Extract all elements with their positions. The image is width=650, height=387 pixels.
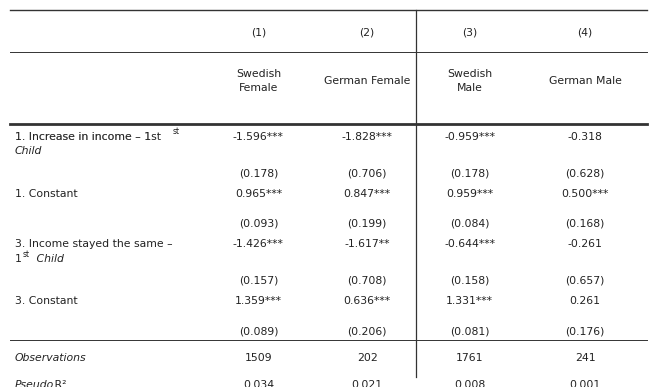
Text: -0.318: -0.318 — [567, 132, 603, 142]
Text: (0.157): (0.157) — [239, 276, 278, 286]
Text: German Female: German Female — [324, 76, 410, 86]
Text: (0.178): (0.178) — [239, 168, 278, 178]
Text: -1.828***: -1.828*** — [342, 132, 393, 142]
Text: (0.093): (0.093) — [239, 219, 278, 229]
Text: (0.158): (0.158) — [450, 276, 489, 286]
Text: (0.178): (0.178) — [450, 168, 489, 178]
Text: Child: Child — [33, 254, 64, 264]
Text: 1: 1 — [15, 254, 22, 264]
Text: R²: R² — [51, 380, 66, 387]
Text: 1. Increase in income – 1: 1. Increase in income – 1 — [15, 132, 162, 142]
Text: (4): (4) — [577, 28, 593, 38]
Text: st: st — [23, 250, 30, 259]
Text: 0.500***: 0.500*** — [562, 189, 608, 199]
Text: 1. Constant: 1. Constant — [15, 189, 77, 199]
Text: -1.426***: -1.426*** — [233, 239, 284, 249]
Text: Pseudo: Pseudo — [15, 380, 54, 387]
Text: (0.206): (0.206) — [348, 326, 387, 336]
Text: (0.168): (0.168) — [566, 219, 604, 229]
Text: German Male: German Male — [549, 76, 621, 86]
Text: 1509: 1509 — [244, 353, 272, 363]
Text: Child: Child — [15, 146, 42, 156]
Text: -1.596***: -1.596*** — [233, 132, 284, 142]
Text: 0.847***: 0.847*** — [344, 189, 391, 199]
Text: -1.617**: -1.617** — [344, 239, 390, 249]
Text: 0.959***: 0.959*** — [446, 189, 493, 199]
Text: st: st — [173, 127, 180, 137]
Text: 1761: 1761 — [456, 353, 484, 363]
Text: (0.628): (0.628) — [566, 168, 604, 178]
Text: 0.636***: 0.636*** — [344, 296, 391, 307]
Text: 1. Increase in income – 1: 1. Increase in income – 1 — [15, 132, 151, 142]
Text: 0.008: 0.008 — [454, 380, 486, 387]
Text: 1. Increase in income – 1st: 1. Increase in income – 1st — [15, 132, 161, 142]
Text: -0.261: -0.261 — [567, 239, 603, 249]
Text: (0.708): (0.708) — [348, 276, 387, 286]
Text: 1.331***: 1.331*** — [446, 296, 493, 307]
Text: (0.176): (0.176) — [566, 326, 604, 336]
Text: 0.001: 0.001 — [569, 380, 601, 387]
Text: 3. Income stayed the same –: 3. Income stayed the same – — [15, 239, 172, 249]
Text: 0.034: 0.034 — [243, 380, 274, 387]
Text: (1): (1) — [251, 28, 266, 38]
Text: 3. Constant: 3. Constant — [15, 296, 77, 307]
Text: 202: 202 — [357, 353, 378, 363]
Text: (0.706): (0.706) — [348, 168, 387, 178]
Text: 0.021: 0.021 — [352, 380, 383, 387]
Text: (0.081): (0.081) — [450, 326, 489, 336]
Text: Swedish
Male: Swedish Male — [447, 69, 492, 93]
Text: 0.965***: 0.965*** — [235, 189, 282, 199]
Text: 1.359***: 1.359*** — [235, 296, 282, 307]
Text: Swedish
Female: Swedish Female — [236, 69, 281, 93]
Text: Observations: Observations — [15, 353, 86, 363]
Text: (0.089): (0.089) — [239, 326, 278, 336]
Text: (2): (2) — [359, 28, 375, 38]
Text: (0.199): (0.199) — [348, 219, 387, 229]
Text: 0.261: 0.261 — [569, 296, 601, 307]
Text: (0.657): (0.657) — [566, 276, 604, 286]
Text: -0.959***: -0.959*** — [444, 132, 495, 142]
Text: (3): (3) — [462, 28, 477, 38]
Text: 241: 241 — [575, 353, 595, 363]
Text: -0.644***: -0.644*** — [444, 239, 495, 249]
Text: (0.084): (0.084) — [450, 219, 489, 229]
